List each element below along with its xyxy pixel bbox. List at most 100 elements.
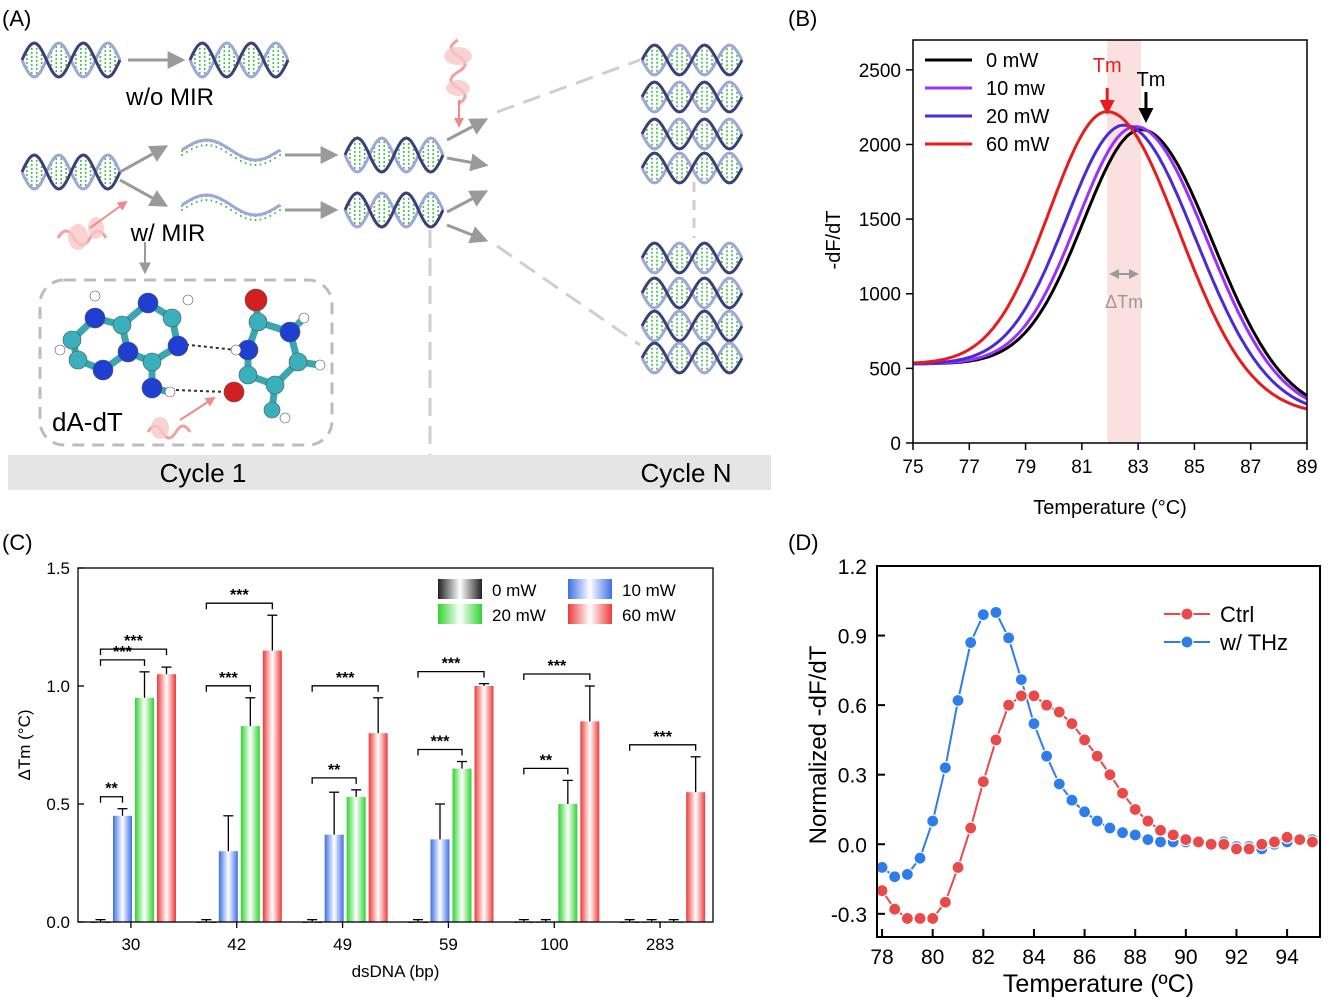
data-point xyxy=(989,733,1003,747)
strand xyxy=(181,193,281,217)
significance-bracket xyxy=(523,767,569,775)
significance-stars: *** xyxy=(336,670,355,687)
significance-bracket xyxy=(99,648,168,656)
panel-c-chart: (C) *********************************0.0… xyxy=(2,530,714,981)
arrow-split-down xyxy=(119,178,169,207)
y-tick-label: 1000 xyxy=(859,285,901,306)
tm-annotation-black: Tm xyxy=(1137,69,1166,91)
significance-bracket xyxy=(311,777,357,784)
data-point xyxy=(1090,749,1104,763)
atom xyxy=(92,359,114,381)
bar-60-mW-42 xyxy=(262,650,282,922)
x-tick-label: 75 xyxy=(902,457,923,478)
significance-bracket xyxy=(205,685,251,692)
data-point xyxy=(1293,833,1307,847)
dashed-connector-top xyxy=(496,58,641,114)
x-tick-label: 94 xyxy=(1275,946,1299,969)
strand xyxy=(343,136,445,174)
y-tick-label: 0.5 xyxy=(46,795,70,814)
y-tick-label: 1.2 xyxy=(838,556,867,579)
x-axis-label: dsDNA (bp) xyxy=(352,962,440,981)
dsdna-icon xyxy=(640,117,744,151)
x-tick-label: 283 xyxy=(646,935,674,954)
strand xyxy=(188,41,290,79)
x-tick-label: 83 xyxy=(1128,457,1149,478)
arrow-split-up xyxy=(119,145,169,174)
atom xyxy=(279,412,291,424)
panel-b-plot: 75 77 79 81 83 85 87 89 0 500 1000 1500 2000 2500 Temp… xyxy=(823,39,1318,519)
dna-helices xyxy=(20,41,744,375)
atom xyxy=(182,294,194,306)
atom xyxy=(142,352,162,372)
dsdna-icon xyxy=(343,136,445,174)
x-tick-label: 84 xyxy=(1022,946,1046,969)
atom xyxy=(230,344,242,356)
atom xyxy=(244,288,268,312)
data-point xyxy=(951,693,965,708)
series-line-20-mW xyxy=(913,123,1308,406)
legend-label: w/ THz xyxy=(1219,630,1288,655)
y-tick-label: 0.0 xyxy=(46,913,70,932)
atom xyxy=(288,352,308,372)
laser-wave-icon xyxy=(146,396,216,440)
strand xyxy=(640,276,744,310)
bar-20-mW-59 xyxy=(452,768,472,922)
significance-bracket xyxy=(99,659,146,666)
significance-bracket xyxy=(311,685,379,692)
plot-frame xyxy=(876,565,1321,938)
x-tick-label: 82 xyxy=(972,946,995,969)
laser-wave-icon xyxy=(56,200,128,250)
significance-bracket xyxy=(417,670,485,678)
significance-bracket xyxy=(417,748,463,756)
arrow-cycle-2 xyxy=(446,153,489,172)
legend-marker xyxy=(1180,635,1194,649)
data-point xyxy=(1217,837,1231,851)
x-tick-label: 59 xyxy=(439,935,458,954)
atom xyxy=(117,341,139,363)
data-point xyxy=(989,605,1003,619)
data-point xyxy=(976,608,990,622)
atom xyxy=(84,307,106,329)
x-tick-label: 78 xyxy=(870,946,893,969)
dsdna-icon xyxy=(640,241,744,275)
bar-10-mW-59 xyxy=(430,839,450,922)
data-point xyxy=(1204,837,1218,851)
atom xyxy=(223,381,245,403)
cycle-bar xyxy=(8,455,771,490)
significance-stars: *** xyxy=(442,656,461,673)
panel-d-chart: (D) 78 80 82 84 86 88 90 92 94 -0.3 0.0 0.3 0.6 0.9 1.… xyxy=(788,530,1321,998)
y-tick-label: 1.0 xyxy=(46,677,70,696)
legend-swatch xyxy=(438,579,482,599)
data-point xyxy=(938,761,952,775)
dsdna-icon xyxy=(20,41,122,79)
bar-10-mW-49 xyxy=(324,834,344,922)
y-tick-label: -0.3 xyxy=(831,904,867,927)
bar-20-mW-100 xyxy=(558,804,578,922)
strand xyxy=(640,80,744,114)
ssdna-icon xyxy=(181,138,281,167)
dsdna-icon xyxy=(640,80,744,114)
data-point xyxy=(1052,705,1066,719)
dsdna-icon xyxy=(640,309,744,343)
bar-20-mW-30 xyxy=(135,697,154,922)
atom xyxy=(314,359,326,371)
label-cycle-1: Cycle 1 xyxy=(160,458,247,488)
x-axis-label: Temperature (ºC) xyxy=(1003,970,1194,998)
data-point xyxy=(1267,835,1282,849)
x-tick-label: 100 xyxy=(540,935,568,954)
panel-a-schematic: (A) w/o MIR w/ MIR xyxy=(2,6,771,490)
data-point xyxy=(951,860,965,875)
data-point xyxy=(1052,777,1066,791)
significance-stars: *** xyxy=(431,734,450,751)
significance-stars: *** xyxy=(653,729,672,746)
x-tick-label: 85 xyxy=(1184,457,1205,478)
data-point xyxy=(913,851,927,865)
x-tick-label: 42 xyxy=(227,935,246,954)
data-point xyxy=(1141,814,1155,828)
significance-stars: *** xyxy=(219,670,238,687)
y-axis-label: ΔTm (°C) xyxy=(15,709,34,780)
legend-swatch xyxy=(438,604,482,624)
data-point xyxy=(1229,842,1244,856)
dsdna-icon xyxy=(640,151,744,185)
legend-label: 20 mW xyxy=(492,606,546,625)
